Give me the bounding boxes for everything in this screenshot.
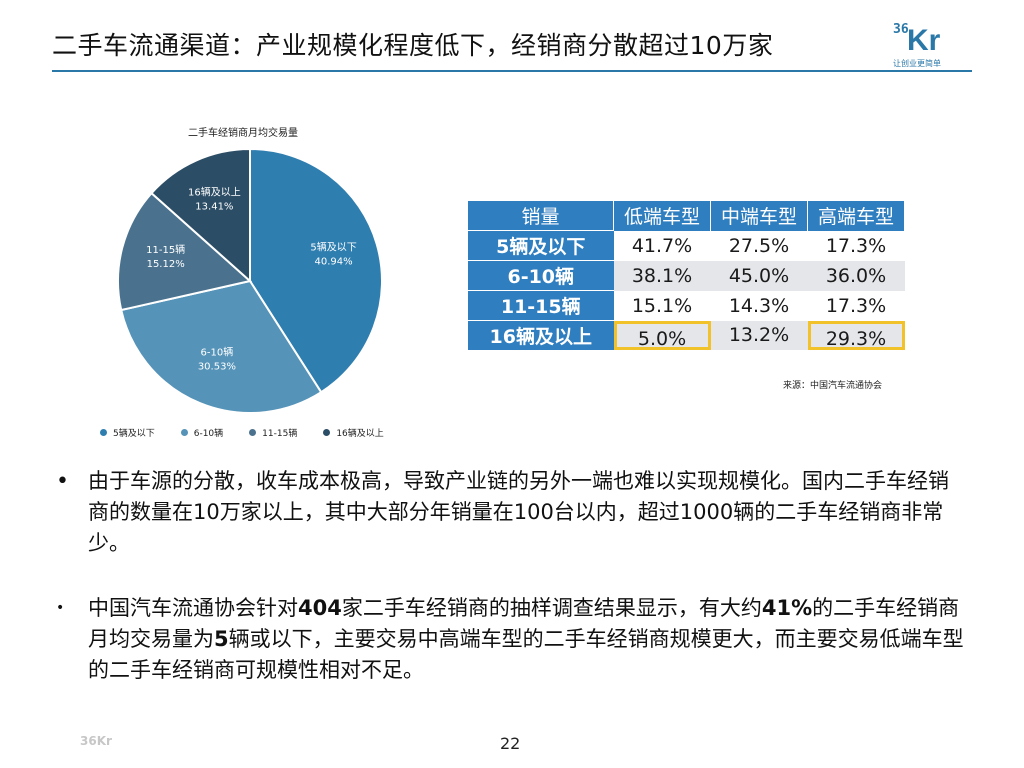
table-cell: 38.1%: [613, 260, 711, 291]
table-header-cell: 低端车型: [613, 201, 711, 231]
table-cell: 17.3%: [807, 290, 905, 321]
table-row: 5辆及以下 41.7% 27.5% 17.3%: [468, 230, 905, 261]
pie-slice-label: 13.41%: [195, 201, 233, 212]
legend-item: 11-15辆: [249, 426, 297, 439]
bullet-dot-icon: •: [56, 600, 65, 616]
table-row-label: 11-15辆: [468, 290, 614, 321]
logo-tagline: 让创业更简单: [893, 59, 941, 68]
legend-swatch: [249, 429, 257, 436]
chart-title: 二手车经销商月均交易量: [188, 128, 298, 139]
legend-label: 16辆及以上: [336, 429, 384, 439]
table-row-label: 5辆及以下: [468, 230, 614, 261]
brand-logo: 36 Kr 让创业更简单: [893, 22, 953, 70]
bullet-dot-icon: •: [56, 469, 69, 494]
table-header-cell: 高端车型: [807, 201, 905, 231]
pie-slice-label: 11-15辆: [146, 243, 185, 256]
logo-text: Kr: [907, 24, 941, 57]
table-cell: 27.5%: [710, 230, 808, 261]
table-header-cell: 中端车型: [710, 201, 808, 231]
table-row-label: 16辆及以上: [468, 320, 614, 350]
table-cell: 17.3%: [807, 230, 905, 261]
legend-label: 5辆及以下: [113, 429, 155, 439]
bullet-item: • 由于车源的分散，收车成本极高，导致产业链的另外一端也难以实现规模化。国内二手…: [56, 466, 976, 559]
legend-swatch: [100, 429, 107, 436]
pie-slice: [117, 191, 253, 312]
table-cell: 13.2%: [710, 320, 808, 350]
pie-slice-label: 16辆及以上: [188, 185, 241, 198]
bullet-list: • 由于车源的分散，收车成本极高，导致产业链的另外一端也难以实现规模化。国内二手…: [56, 466, 976, 686]
table-cell-highlighted: 5.0%: [613, 320, 711, 350]
table-cell-highlighted: 29.3%: [807, 320, 905, 350]
legend-swatch: [180, 429, 188, 436]
legend-item: 6-10辆: [180, 426, 224, 439]
pie-slice: [150, 147, 251, 284]
pie-slice-label: 6-10辆: [201, 346, 234, 359]
legend-item: 5辆及以下: [100, 426, 155, 439]
chart-legend: 5辆及以下 6-10辆 11-15辆 16辆及以上: [100, 426, 410, 439]
source-note: 来源：中国汽车流通协会: [783, 381, 883, 391]
sales-table: 销量 低端车型 中端车型 高端车型 5辆及以下 41.7% 27.5% 17.3…: [468, 201, 905, 350]
table-row: 16辆及以上 5.0% 13.2% 29.3%: [468, 320, 905, 350]
pie-slice-label: 30.53%: [198, 362, 236, 373]
pie-slice-label: 40.94%: [315, 257, 353, 268]
table-cell: 15.1%: [613, 290, 711, 321]
bullet-item: • 中国汽车流通协会针对404家二手车经销商的抽样调查结果显示，有大约41%的二…: [56, 593, 976, 686]
legend-label: 11-15辆: [262, 429, 298, 439]
pie-slice-label: 15.12%: [147, 259, 185, 270]
legend-swatch: [323, 429, 331, 436]
legend-item: 16辆及以上: [323, 426, 384, 439]
pie-slice-label: 5辆及以下: [310, 241, 356, 254]
title-divider: [52, 70, 972, 72]
pie-chart: 5辆及以下 40.94% 6-10辆 30.53% 11-15辆 15.12% 16辆及以上…: [117, 147, 383, 414]
pie-slice: [120, 279, 323, 414]
page-title: 二手车流通渠道：产业规模化程度低下，经销商分散超过10万家: [52, 31, 774, 60]
bullet-text: 由于车源的分散，收车成本极高，导致产业链的另外一端也难以实现规模化。国内二手车经…: [88, 469, 949, 555]
table-cell: 36.0%: [807, 260, 905, 291]
table-cell: 45.0%: [710, 260, 808, 291]
bullet-text: 中国汽车流通协会针对404家二手车经销商的抽样调查结果显示，有大约41%的二手车…: [88, 596, 964, 682]
table-row: 6-10辆 38.1% 45.0% 36.0%: [468, 260, 905, 291]
logo-number: 36: [893, 22, 909, 37]
footer-logo: 36Kr: [80, 734, 112, 748]
table-row: 11-15辆 15.1% 14.3% 17.3%: [468, 290, 905, 321]
legend-label: 6-10辆: [193, 429, 224, 439]
table-cell: 41.7%: [613, 230, 711, 261]
table-cell: 14.3%: [710, 290, 808, 321]
page-number: 22: [500, 734, 521, 753]
table-header-row: 销量 低端车型 中端车型 高端车型: [468, 201, 905, 231]
table-header-cell: 销量: [468, 201, 614, 231]
table-row-label: 6-10辆: [468, 260, 614, 291]
